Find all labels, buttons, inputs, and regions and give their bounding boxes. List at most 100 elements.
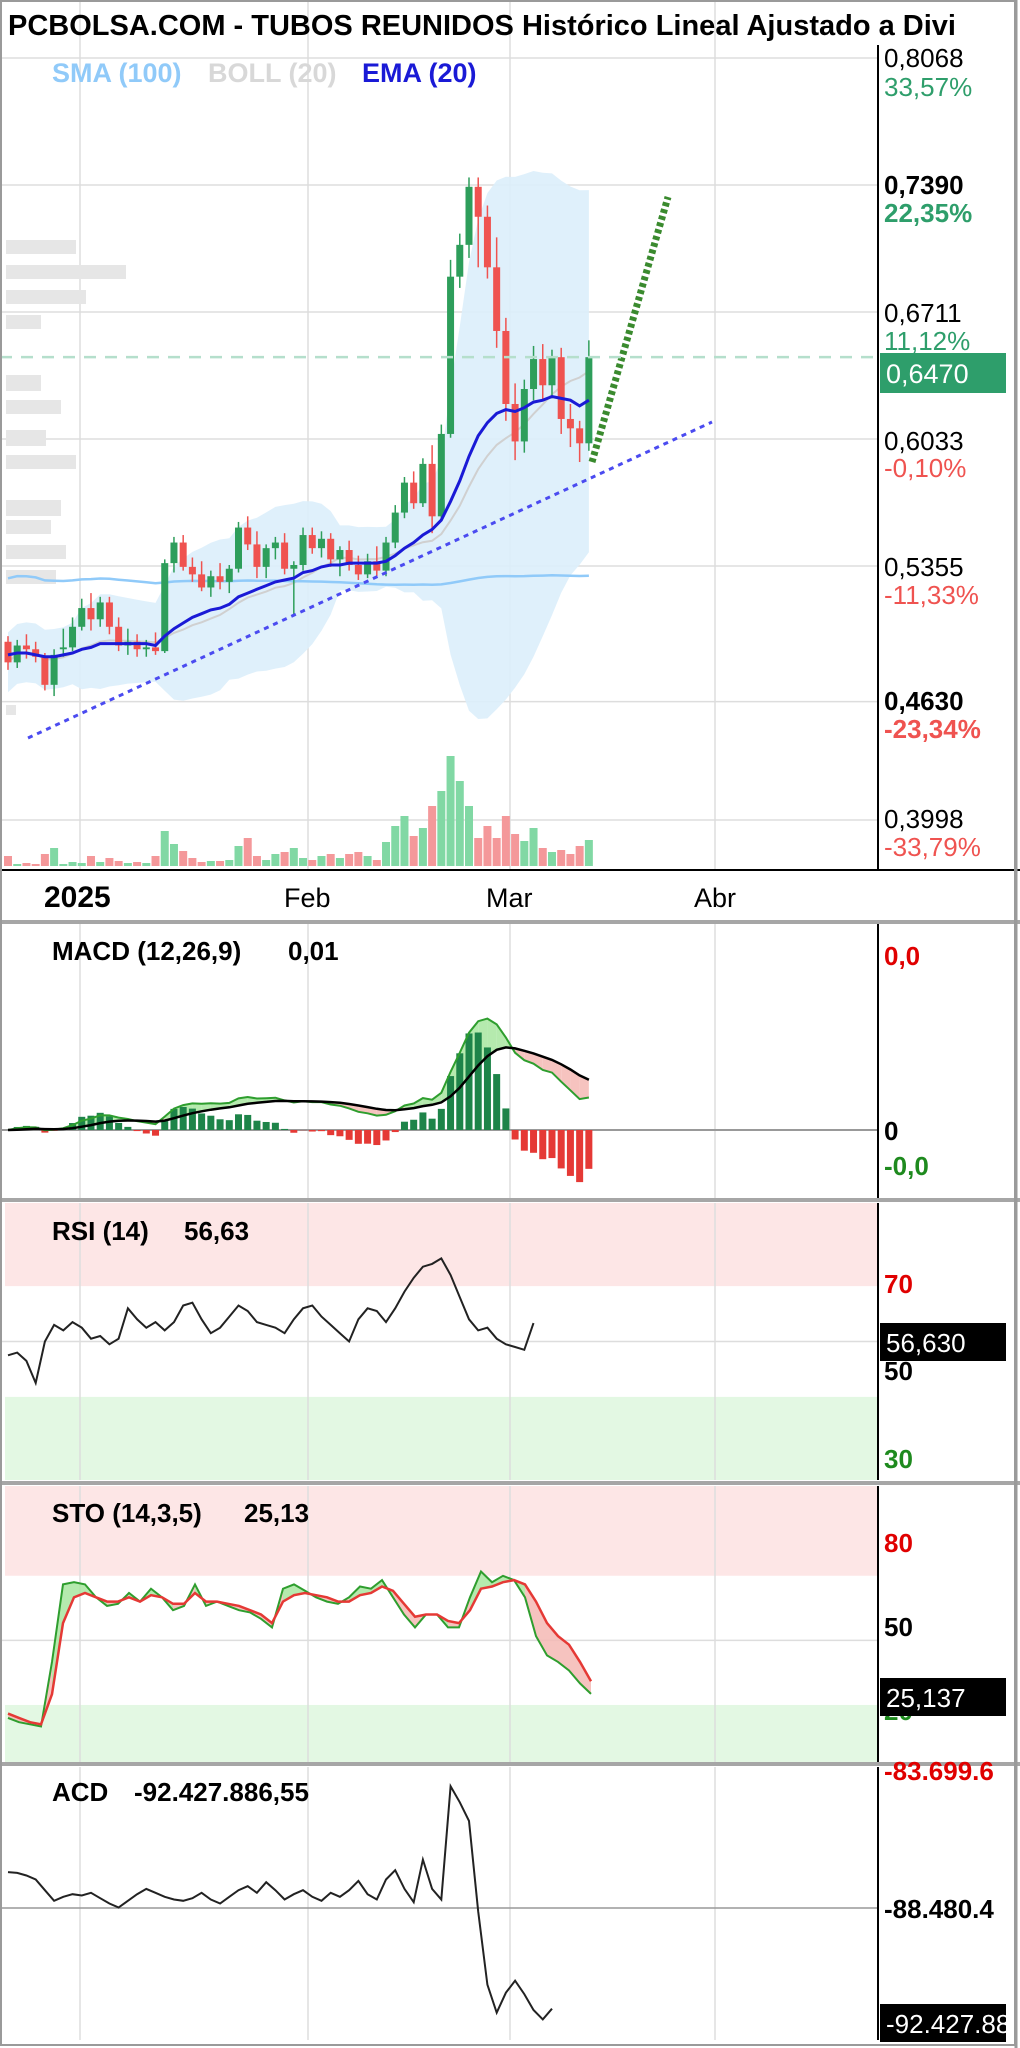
candle-body: [437, 433, 445, 517]
macd-histogram-bar: [115, 1122, 123, 1130]
volume-bar: [50, 848, 59, 866]
macd-histogram-bar: [216, 1119, 224, 1130]
volume-bar: [114, 861, 123, 866]
volume-bar: [142, 863, 151, 866]
acd-value-tag: [880, 2004, 1006, 2042]
candle-body: [161, 563, 169, 652]
rsi-oversold-zone: [5, 1396, 878, 1480]
candle-body: [493, 267, 501, 331]
volume-bar: [179, 851, 188, 866]
candle-body: [22, 645, 30, 650]
volume-bar: [13, 864, 22, 866]
volume-bar: [437, 791, 446, 866]
volume-bar: [575, 846, 584, 866]
candle-body: [281, 542, 289, 569]
price-level-pct: 11,12%: [884, 326, 970, 356]
sto-oversold-zone: [5, 1704, 878, 1762]
rsi-label: RSI (14): [52, 1216, 149, 1246]
macd-histogram-bar: [281, 1128, 289, 1130]
legend-ema: EMA (20): [362, 58, 477, 88]
volume-bar: [354, 852, 363, 866]
volume-profile-bar: [6, 545, 66, 559]
volume-bar: [538, 848, 547, 866]
macd-histogram-bar: [345, 1130, 353, 1140]
sto-d-line: [7, 1578, 593, 1726]
volume-bar: [22, 863, 31, 866]
candle-body: [456, 244, 464, 277]
volume-bar: [197, 862, 206, 866]
macd-fill: [551, 1059, 562, 1082]
macd-histogram-bar: [410, 1119, 418, 1130]
candle-body: [382, 542, 390, 571]
macd-histogram-bar: [585, 1130, 593, 1169]
volume-bar: [160, 831, 169, 866]
x-label-feb: Feb: [284, 883, 331, 913]
panel-separator: [0, 1481, 1020, 1485]
volume-bar: [372, 860, 381, 866]
candle-body: [253, 544, 261, 567]
sto-level-80: 80: [884, 1528, 913, 1558]
sto-overbought-zone: [5, 1486, 878, 1576]
volume-bar: [317, 856, 326, 866]
legend-sma: SMA (100): [52, 58, 182, 88]
volume-bar: [4, 856, 12, 866]
volume-bar: [547, 852, 556, 866]
volume-bar: [400, 816, 409, 866]
candle-body: [271, 542, 279, 549]
candle-body: [96, 602, 104, 620]
candle-body: [511, 403, 519, 442]
macd-fill: [542, 1056, 552, 1073]
panel-separator: [0, 920, 1020, 924]
candle-body: [364, 561, 372, 575]
candle-body: [142, 647, 150, 650]
volume-bar: [409, 836, 418, 866]
macd-histogram-bar: [69, 1123, 77, 1130]
macd-histogram-bar: [566, 1130, 574, 1176]
sto-value: 25,13: [244, 1498, 309, 1528]
macd-histogram-bar: [493, 1074, 501, 1130]
candle-body: [336, 550, 344, 560]
sto-label: STO (14,3,5): [52, 1498, 202, 1528]
volume-bar: [188, 858, 197, 866]
macd-histogram-bar: [327, 1130, 335, 1136]
candle-body: [428, 463, 436, 517]
sto-fill: [404, 1603, 415, 1628]
sto-fill: [470, 1571, 481, 1611]
macd-histogram-bar: [520, 1130, 528, 1151]
macd-histogram-bar: [96, 1112, 104, 1130]
candle-body: [179, 542, 187, 567]
candle-body: [41, 656, 49, 685]
macd-histogram-bar: [308, 1130, 316, 1132]
current-price-tag: [880, 353, 1006, 393]
volume-bar: [428, 806, 437, 866]
x-label-abr: Abr: [694, 883, 736, 913]
volume-bar: [59, 864, 68, 866]
bollinger-band: [8, 171, 589, 719]
volume-bar: [77, 863, 86, 866]
volume-profile-bar: [6, 520, 51, 534]
sma-100-line: [7, 574, 589, 586]
candle-body: [419, 463, 427, 504]
volume-profile-bar: [6, 375, 41, 391]
macd-histogram-bar: [576, 1130, 584, 1183]
volume-bar: [455, 781, 464, 866]
macd-axis-zero: 0: [884, 1116, 898, 1146]
volume-bar: [391, 826, 400, 866]
macd-histogram-bar: [400, 1121, 408, 1130]
macd-histogram-bar: [142, 1130, 150, 1134]
macd-axis-top: 0,0: [884, 941, 920, 971]
sto-fill: [569, 1644, 580, 1684]
candle-body: [576, 428, 584, 444]
price-level-pct: 22,35%: [884, 198, 972, 228]
volume-bar: [566, 854, 575, 866]
acd-line: [7, 1783, 553, 2021]
macd-histogram-bar: [382, 1130, 390, 1141]
candle-body: [557, 357, 565, 419]
panel-separator: [0, 1762, 1020, 1766]
macd-histogram-bar: [373, 1130, 381, 1146]
macd-axis-bottom: -0,0: [884, 1151, 929, 1181]
volume-bar: [86, 856, 95, 866]
candle-body: [317, 538, 325, 549]
candle-body: [308, 535, 316, 549]
volume-profile-bar: [6, 240, 76, 254]
